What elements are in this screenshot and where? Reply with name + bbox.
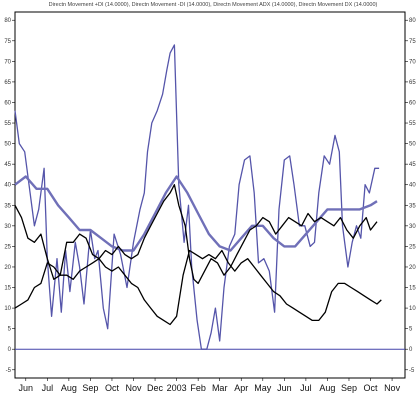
x-tick-label: 2003 [167, 383, 187, 393]
x-tick-label: Nov [384, 383, 401, 393]
x-tick-label: Sep [341, 383, 357, 393]
y-tick-label-left: 65 [4, 80, 11, 86]
x-tick-label: Mar [212, 383, 228, 393]
y-tick-label-right: 20 [409, 265, 416, 271]
y-tick-label-right: 40 [409, 183, 416, 189]
y-tick-label-right: 15 [409, 286, 416, 292]
y-tick-label-left: -5 [6, 368, 12, 374]
y-tick-label-right: 0 [409, 347, 413, 353]
x-tick-label: Apr [234, 383, 248, 393]
y-tick-label-left: 25 [4, 244, 11, 250]
series-line-di_a [14, 184, 378, 285]
chart-title: Directn Movement +DI (14.0000), Directn … [48, 2, 378, 8]
y-tick-label-left: 60 [4, 100, 11, 106]
x-tick-label: Sep [82, 383, 98, 393]
y-tick-label-left: 50 [4, 142, 11, 148]
x-tick-label: Dec [147, 383, 164, 393]
y-tick-label-right: 55 [409, 121, 416, 127]
x-tick-label: Jun [277, 383, 292, 393]
x-tick-label: Feb [190, 383, 206, 393]
x-tick-label: May [254, 383, 272, 393]
y-tick-label-right: 35 [409, 203, 416, 209]
y-tick-label-left: 75 [4, 39, 11, 45]
series-line-dx [14, 44, 380, 350]
y-tick-label-left: 35 [4, 203, 11, 209]
x-tick-label: Aug [319, 383, 335, 393]
y-tick-label-right: 25 [409, 244, 416, 250]
y-tick-label-left: 30 [4, 224, 11, 230]
x-tick-label: Aug [61, 383, 77, 393]
y-tick-label-left: 55 [4, 121, 11, 127]
y-tick-label-right: 75 [409, 39, 416, 45]
y-tick-label-left: 20 [4, 265, 11, 271]
series-line-di_b [14, 249, 382, 326]
y-tick-label-left: 40 [4, 183, 11, 189]
x-tick-label: Oct [105, 383, 120, 393]
y-tick-label-left: 10 [4, 306, 11, 312]
y-tick-label-right: 45 [409, 162, 416, 168]
y-tick-label-left: 0 [8, 347, 12, 353]
y-tick-label-left: 70 [4, 59, 11, 65]
y-tick-label-right: 50 [409, 142, 416, 148]
series-line-adx [14, 175, 378, 252]
y-tick-label-right: 60 [409, 100, 416, 106]
y-tick-label-left: 80 [4, 18, 11, 24]
x-tick-label: Oct [364, 383, 379, 393]
y-tick-label-right: 5 [409, 327, 413, 333]
x-tick-label: Jul [300, 383, 312, 393]
y-tick-label-right: -5 [409, 368, 415, 374]
y-tick-label-right: 80 [409, 18, 416, 24]
y-tick-label-right: 10 [409, 306, 416, 312]
y-tick-label-left: 5 [8, 327, 12, 333]
x-tick-label: Jun [19, 383, 34, 393]
x-tick-label: Nov [126, 383, 143, 393]
y-tick-label-right: 30 [409, 224, 416, 230]
plot-frame [14, 11, 406, 379]
y-tick-label-right: 70 [409, 59, 416, 65]
y-tick-label-left: 15 [4, 286, 11, 292]
y-tick-label-left: 45 [4, 162, 11, 168]
y-tick-label-right: 65 [409, 80, 416, 86]
x-tick-label: Jul [42, 383, 54, 393]
